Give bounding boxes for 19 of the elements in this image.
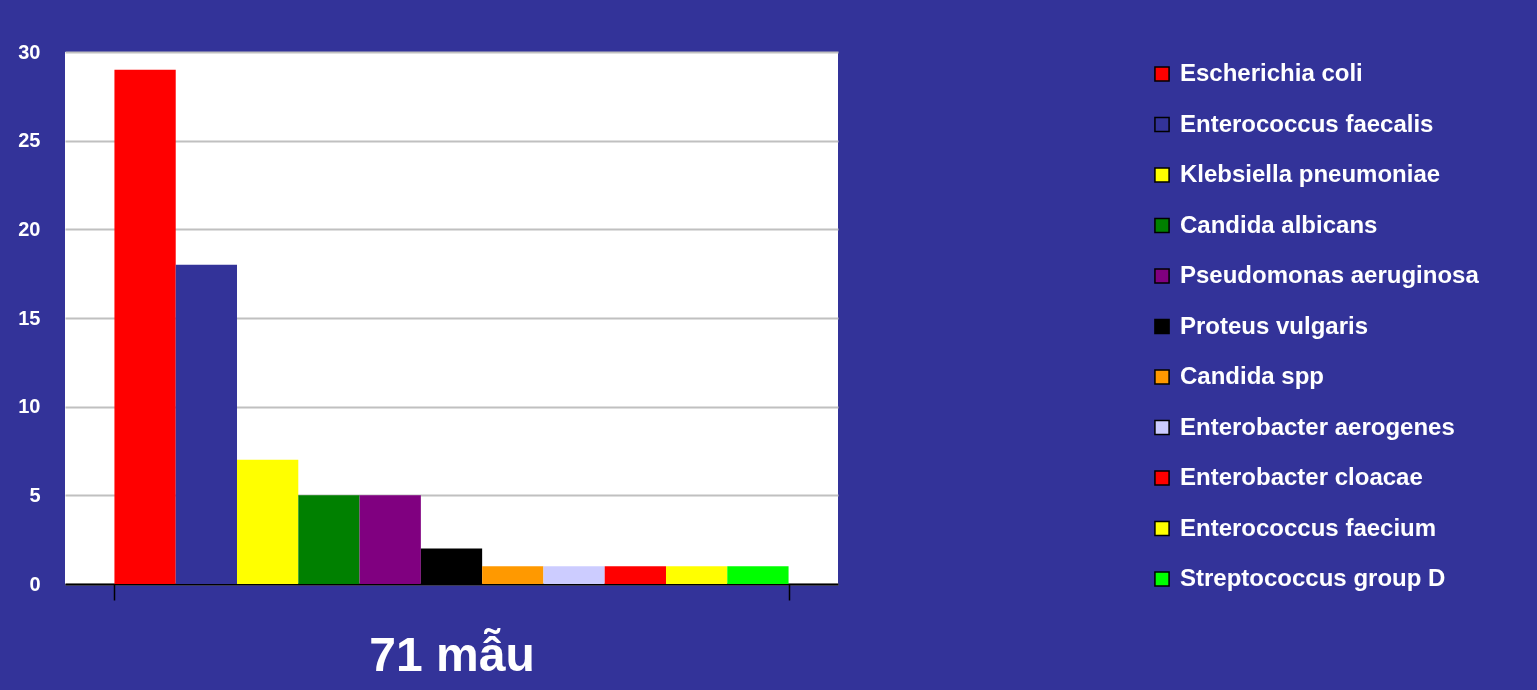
legend-label: Proteus vulgaris bbox=[1180, 311, 1369, 339]
y-tick-label: 25 bbox=[18, 129, 41, 152]
legend-label: Klebsiella pneumoniae bbox=[1180, 160, 1441, 187]
legend-label: Candida spp bbox=[1180, 362, 1325, 389]
legend-label: Enterococcus faecalis bbox=[1180, 109, 1434, 137]
legend-label: Pseudomonas aeruginosa bbox=[1180, 261, 1480, 288]
legend-label: Enterobacter cloacae bbox=[1180, 463, 1423, 490]
legend-label: Streptococcus group D bbox=[1180, 564, 1446, 591]
legend-label: Escherichia coli bbox=[1180, 59, 1363, 86]
legend-label: Enterobacter aerogenes bbox=[1180, 412, 1455, 440]
y-tick-label: 30 bbox=[18, 40, 41, 63]
legend-label: Candida albicans bbox=[1180, 210, 1378, 238]
y-tick-label: 0 bbox=[29, 572, 41, 595]
y-tick-label: 5 bbox=[29, 483, 41, 506]
y-tick-label: 20 bbox=[18, 217, 41, 240]
y-tick-label: 15 bbox=[18, 306, 41, 329]
y-tick-label: 10 bbox=[18, 395, 41, 418]
legend-label: Enterococcus faecium bbox=[1180, 513, 1437, 541]
x-tick-label: 71 mẫu bbox=[369, 627, 535, 681]
